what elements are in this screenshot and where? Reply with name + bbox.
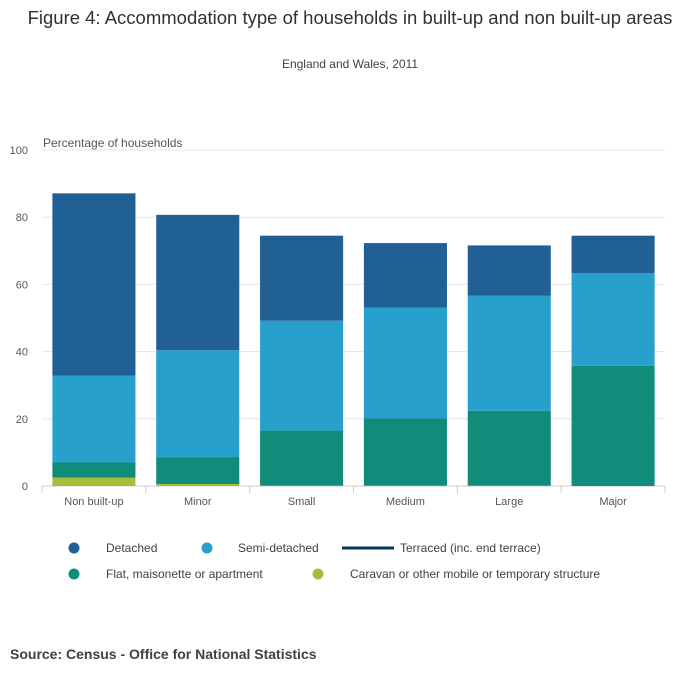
bar-segment (156, 350, 240, 458)
legend-dot-marker (68, 542, 80, 554)
bar-segment (363, 307, 447, 419)
legend-label: Caravan or other mobile or temporary str… (350, 567, 600, 581)
legend-item: Flat, maisonette or apartment (68, 567, 263, 581)
legend-item: Caravan or other mobile or temporary str… (312, 567, 600, 581)
x-tick-label: Major (599, 496, 627, 508)
y-tick-label: 40 (16, 347, 28, 359)
legend: Detached Semi-detached Terraced (inc. end … (68, 541, 600, 581)
x-axis: Non built-up Minor Small Medium Large Major (41, 486, 666, 508)
chart-subtitle: England and Wales, 2011 (281, 57, 419, 71)
bar-segment (363, 418, 447, 486)
bar-segment (260, 320, 344, 431)
bar-segment (156, 483, 240, 486)
x-tick-label: Large (495, 496, 523, 508)
y-axis-label: Percentage of households (43, 136, 182, 150)
legend-item: Semi-detached (201, 541, 319, 555)
bar-segment (571, 272, 655, 366)
legend-dot-marker (201, 542, 213, 554)
bar-segment (467, 295, 551, 411)
bar-segment (52, 462, 136, 478)
y-tick-label: 80 (16, 212, 28, 224)
legend-dot-marker (312, 568, 324, 580)
bar-segment (571, 235, 655, 273)
legend-item: Terraced (inc. end terrace) (342, 541, 541, 555)
legend-item: Detached (68, 541, 157, 555)
x-tick-label: Minor (184, 496, 212, 508)
x-tick-label: Non built-up (64, 496, 123, 508)
bar-segment (467, 410, 551, 486)
legend-label: Terraced (inc. end terrace) (400, 541, 541, 555)
legend-label: Flat, maisonette or apartment (106, 567, 263, 581)
bar-segment (52, 477, 136, 486)
bar-segment (260, 235, 344, 321)
y-tick-label: 20 (16, 414, 28, 426)
bar-segment (363, 243, 447, 308)
legend-label: Detached (106, 541, 157, 555)
source-note: Source: Census - Office for National Sta… (10, 646, 317, 662)
y-axis: 0 20 40 60 80 100 (10, 145, 28, 493)
x-tick-label: Medium (386, 496, 425, 508)
bars (52, 193, 655, 486)
legend-label: Semi-detached (238, 541, 319, 555)
legend-dot-marker (68, 568, 80, 580)
chart-title: Figure 4: Accommodation type of househol… (27, 7, 673, 28)
bar-segment (467, 245, 551, 296)
bar-segment (52, 375, 136, 463)
x-tick-label: Small (288, 496, 316, 508)
y-tick-label: 60 (16, 279, 28, 291)
bar-segment (571, 365, 655, 486)
y-tick-label: 0 (22, 481, 28, 493)
bar-segment (260, 430, 344, 486)
bar-segment (52, 193, 136, 376)
bar-segment (156, 214, 240, 351)
y-tick-label: 100 (10, 145, 28, 157)
bar-segment (156, 457, 240, 484)
